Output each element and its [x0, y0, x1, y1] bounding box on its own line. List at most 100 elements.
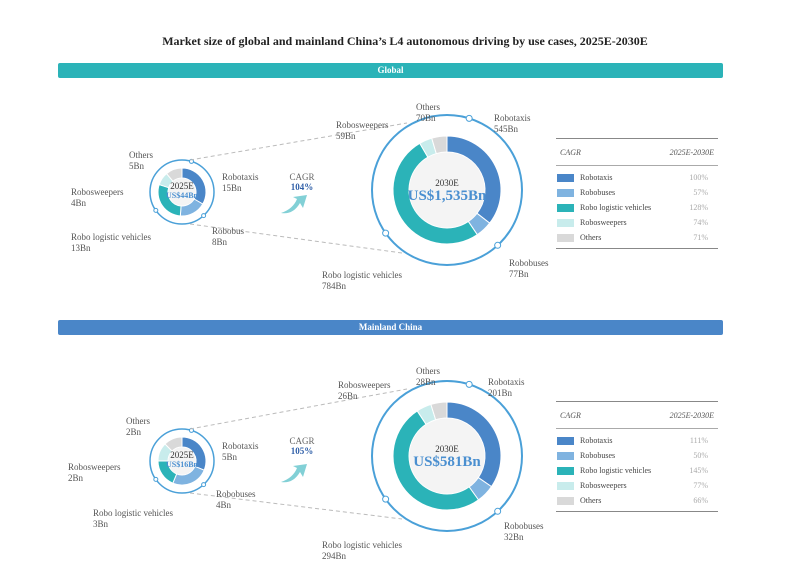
ring-marker: [465, 380, 473, 388]
large-slice-label: Robo logistic vehicles 784Bn: [322, 270, 402, 292]
legend-cagr-value: 50%: [693, 451, 708, 460]
large-slice-robo-logistic-vehicles: [392, 142, 478, 245]
ring-marker: [153, 476, 159, 482]
section-banner-china: Mainland China: [58, 320, 723, 335]
legend-series-name: Robo logistic vehicles: [580, 203, 652, 212]
donut-accent-ring: [371, 114, 523, 266]
small-slice-label-line: 15Bn: [222, 183, 242, 193]
small-slice-label-line: Robotaxis: [222, 441, 259, 451]
legend-series-name: Others: [580, 233, 602, 242]
legend-swatch: [557, 496, 574, 505]
legend-swatch: [557, 436, 574, 445]
small-slice-label-line: Robo logistic vehicles: [93, 508, 173, 518]
legend-cagr-value: 74%: [693, 218, 708, 227]
large-slice-label-line: 28Bn: [416, 377, 436, 387]
large-slice-others: [431, 135, 448, 155]
legend-bottom-rule: [556, 248, 718, 249]
large-slice-label-line: Robosweepers: [338, 380, 391, 390]
legend-series-name: Robosweepers: [580, 218, 627, 227]
legend-series-name: Robotaxis: [580, 436, 613, 445]
legend-row: Robosweepers 74%: [556, 215, 718, 230]
small-slice-label: Robosweepers 2Bn: [68, 462, 121, 484]
donut-accent-ring: [371, 380, 523, 532]
small-center-total: US$16Bn: [165, 460, 198, 469]
large-slice-label-line: Others: [416, 102, 440, 112]
small-slice-others: [164, 436, 183, 452]
large-slice-label-line: 294Bn: [322, 551, 347, 561]
large-slice-label-line: Robo logistic vehicles: [322, 540, 402, 550]
small-slice-label-line: 2Bn: [126, 427, 142, 437]
legend-swatch: [557, 466, 574, 475]
legend-row: Robo logistic vehicles 145%: [556, 463, 718, 478]
large-slice-label: Robotaxis 545Bn: [494, 113, 531, 135]
large-slice-label: Robobuses 32Bn: [504, 521, 544, 543]
cagr-label: CAGR: [289, 436, 315, 446]
chart-title: Market size of global and mainland China…: [162, 34, 648, 48]
large-slice-label-line: Robobuses: [504, 521, 544, 531]
legend-swatch: [557, 451, 574, 460]
legend-row: Others 66%: [556, 493, 718, 508]
large-slice-label: Robosweepers 59Bn: [336, 120, 389, 142]
legend-table: CAGR 2025E-2030E Robotaxis 100% Robobuses 57%…: [556, 138, 718, 249]
ring-marker: [382, 229, 390, 237]
large-slice-label-line: 26Bn: [338, 391, 358, 401]
legend-series-name: Others: [580, 496, 602, 505]
small-slice-label: Robosweepers 4Bn: [71, 187, 124, 209]
growth-arrow-icon: [281, 464, 307, 483]
legend-cagr-value: 66%: [693, 496, 708, 505]
large-slice-label-line: Robobuses: [509, 258, 549, 268]
ring-marker: [465, 114, 473, 122]
ring-marker: [153, 207, 159, 213]
small-slice-label-line: Robosweepers: [71, 187, 124, 197]
legend-row: Robobuses 50%: [556, 448, 718, 463]
small-slice-label-line: 4Bn: [216, 500, 232, 510]
legend-swatch: [557, 481, 574, 490]
large-center-total: US$581Bn: [413, 454, 481, 470]
small-slice-label-line: Robobus: [212, 226, 245, 236]
small-slice-label: Others 5Bn: [129, 150, 153, 172]
large-slice-label-line: 59Bn: [336, 131, 356, 141]
legend-header-cell: 2025E-2030E: [669, 147, 714, 157]
small-slice-label: Robo logistic vehicles 13Bn: [71, 232, 151, 254]
small-slice-label: Robobus 8Bn: [212, 226, 244, 248]
connector-line-top: [189, 122, 408, 161]
small-slice-label-line: Others: [129, 150, 153, 160]
cagr-value: 105%: [290, 446, 314, 456]
legend-series-name: Robobuses: [580, 188, 616, 197]
small-slice-label: Robotaxis 5Bn: [222, 441, 259, 463]
large-slice-label: Others 70Bn: [416, 102, 440, 124]
legend-row: Robotaxis 100%: [556, 170, 718, 185]
small-slice-label-line: 8Bn: [212, 237, 228, 247]
legend-header: CAGR 2025E-2030E: [556, 138, 718, 166]
legend-cagr-value: 128%: [689, 203, 708, 212]
large-slice-label-line: Robosweepers: [336, 120, 389, 130]
large-slice-label-line: 784Bn: [322, 281, 347, 291]
large-slice-label-line: 32Bn: [504, 532, 524, 542]
legend-table: CAGR 2025E-2030E Robotaxis 111% Robobuses 50%…: [556, 401, 718, 512]
small-slice-others: [165, 167, 183, 182]
small-donut-1: [149, 427, 215, 494]
section-banner-global: Global: [58, 63, 723, 78]
small-center-year: 2025E: [170, 181, 194, 191]
legend-cagr-value: 57%: [693, 188, 708, 197]
donut-accent-ring: [149, 159, 215, 225]
small-slice-label: Robo logistic vehicles 3Bn: [93, 508, 173, 530]
small-slice-label-line: Robosweepers: [68, 462, 121, 472]
legend-header-cell: CAGR: [560, 147, 581, 157]
small-slice-label-line: Robo logistic vehicles: [71, 232, 151, 242]
large-slice-others: [430, 401, 448, 421]
small-center-total: US$44Bn: [165, 191, 198, 200]
ring-marker: [201, 213, 207, 219]
small-slice-label-line: Robotaxis: [222, 172, 259, 182]
small-slice-label-line: Others: [126, 416, 150, 426]
small-center-year: 2025E: [170, 450, 194, 460]
legend-series-name: Robosweepers: [580, 481, 627, 490]
large-slice-label: Robo logistic vehicles 294Bn: [322, 540, 402, 562]
large-center-year: 2030E: [435, 444, 459, 454]
large-slice-label-line: Robotaxis: [494, 113, 531, 123]
large-slice-label: Robobuses 77Bn: [509, 258, 549, 280]
large-donut-1: [371, 380, 523, 532]
cagr-label: CAGR: [289, 172, 315, 182]
connector-line-top: [189, 388, 408, 430]
